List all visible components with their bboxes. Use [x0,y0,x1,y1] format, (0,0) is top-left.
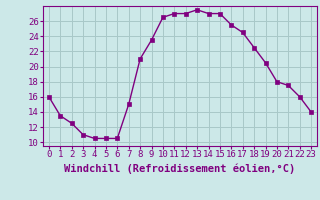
X-axis label: Windchill (Refroidissement éolien,°C): Windchill (Refroidissement éolien,°C) [64,163,296,174]
